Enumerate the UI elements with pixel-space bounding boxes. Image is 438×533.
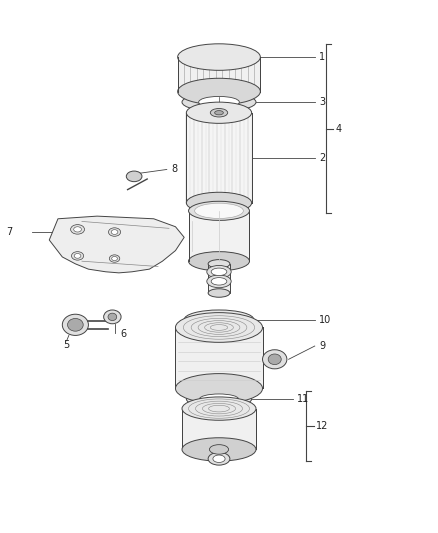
Ellipse shape [210,109,228,117]
Ellipse shape [74,227,81,232]
Ellipse shape [188,252,250,271]
Ellipse shape [176,313,262,342]
Ellipse shape [178,78,260,105]
Ellipse shape [67,318,83,331]
Ellipse shape [184,310,254,329]
Bar [188,211,250,261]
Text: 2: 2 [319,153,325,163]
Text: 11: 11 [297,394,310,404]
Ellipse shape [211,268,227,276]
Bar [186,113,252,203]
Text: 1: 1 [319,52,325,62]
Ellipse shape [62,314,88,335]
Text: 5: 5 [64,340,70,350]
Ellipse shape [126,171,142,182]
Bar [182,409,256,449]
Text: 12: 12 [316,421,328,431]
Ellipse shape [213,455,225,463]
Ellipse shape [108,313,117,320]
Text: 7: 7 [6,227,12,237]
Bar [178,57,260,92]
Ellipse shape [262,350,287,369]
Ellipse shape [268,354,281,365]
Ellipse shape [71,252,84,260]
Ellipse shape [209,445,229,454]
Ellipse shape [186,102,252,123]
Ellipse shape [110,255,120,262]
Ellipse shape [71,224,85,234]
Bar [208,264,230,293]
Ellipse shape [199,96,239,108]
Ellipse shape [202,208,236,219]
Ellipse shape [208,453,230,465]
Ellipse shape [182,93,256,112]
Ellipse shape [111,230,118,235]
Ellipse shape [208,260,230,268]
Polygon shape [49,216,184,273]
Ellipse shape [182,438,256,461]
Ellipse shape [182,397,256,420]
Ellipse shape [176,374,262,403]
Ellipse shape [208,289,230,297]
Ellipse shape [211,278,227,285]
Ellipse shape [209,211,229,216]
Text: 8: 8 [171,165,177,174]
Ellipse shape [74,254,81,258]
Ellipse shape [188,201,250,220]
Ellipse shape [215,111,223,115]
Ellipse shape [199,394,239,404]
Ellipse shape [186,192,252,214]
Ellipse shape [104,310,121,324]
Ellipse shape [109,228,120,236]
Text: 9: 9 [319,341,325,351]
Ellipse shape [200,314,238,325]
Ellipse shape [178,44,260,70]
Ellipse shape [207,275,231,288]
Text: 3: 3 [319,97,325,107]
Ellipse shape [186,391,252,408]
Ellipse shape [207,265,231,278]
Text: 10: 10 [319,314,332,325]
Bar [176,327,262,389]
Text: 4: 4 [335,124,341,134]
Ellipse shape [112,256,117,261]
Ellipse shape [194,203,244,219]
Text: 6: 6 [120,329,126,340]
